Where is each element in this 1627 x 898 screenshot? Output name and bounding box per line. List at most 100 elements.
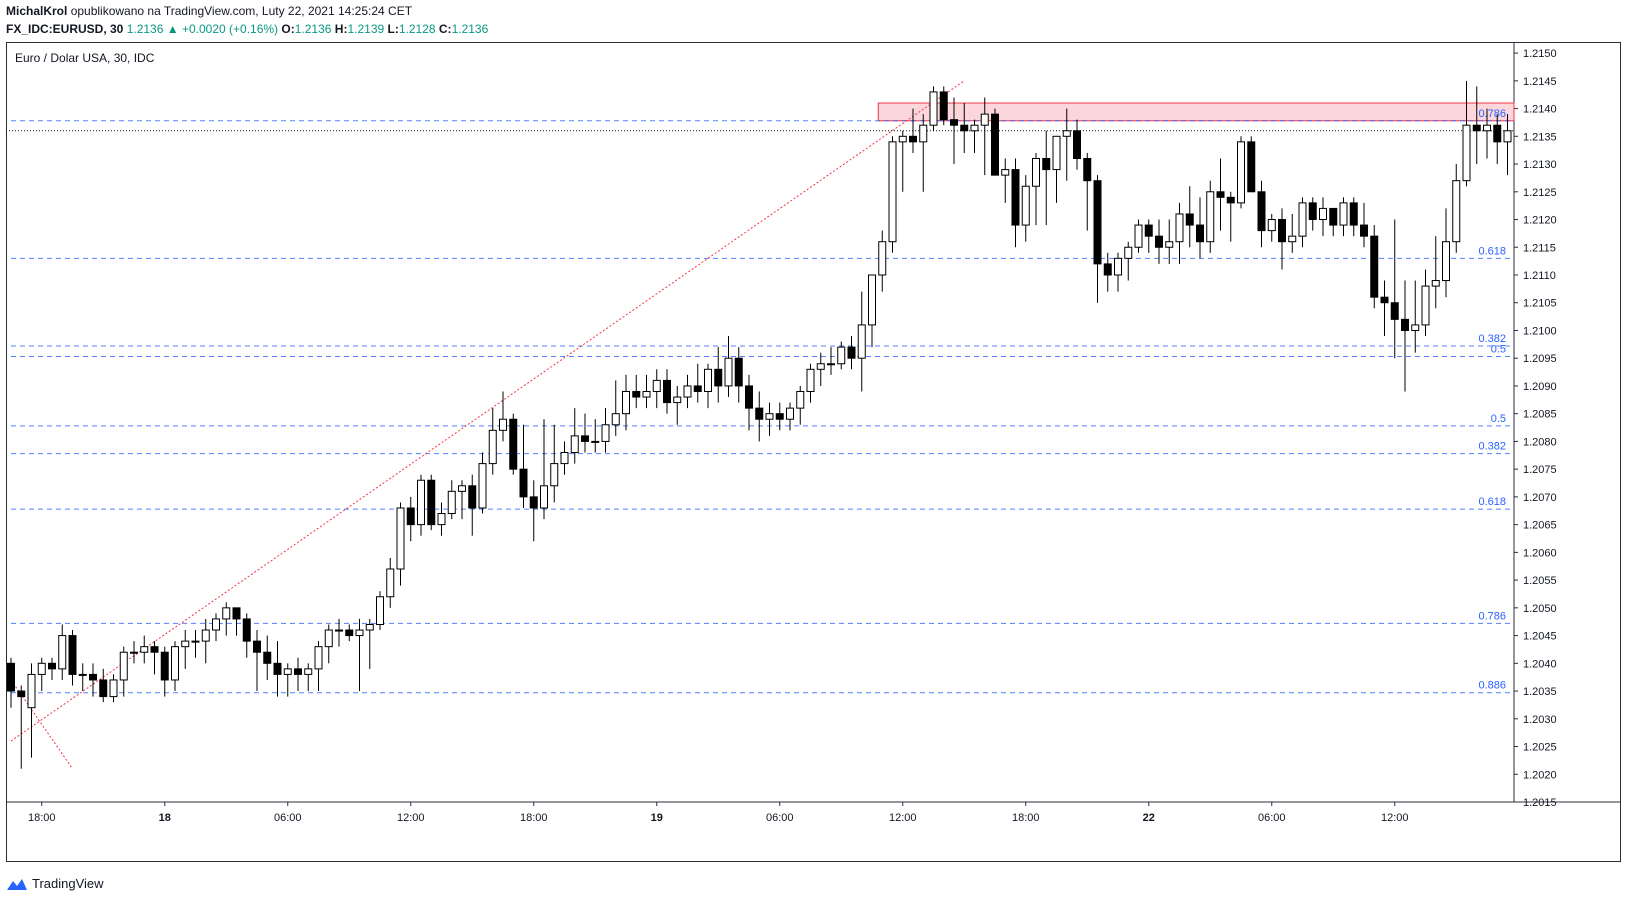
candle[interactable] — [529, 480, 538, 542]
candle[interactable] — [458, 480, 466, 520]
candle[interactable] — [591, 419, 600, 453]
candle[interactable] — [868, 274, 876, 348]
candle[interactable] — [775, 402, 784, 431]
candle[interactable] — [1257, 180, 1266, 248]
candle[interactable] — [499, 391, 507, 442]
candle[interactable] — [1114, 252, 1122, 292]
author-name[interactable]: MichalKrol — [6, 4, 68, 18]
candle[interactable] — [1001, 158, 1010, 203]
candle[interactable] — [150, 641, 159, 675]
candle[interactable] — [1093, 175, 1102, 303]
candle[interactable] — [1175, 202, 1184, 264]
candle[interactable] — [273, 641, 282, 697]
candle[interactable] — [283, 663, 292, 697]
candle[interactable] — [365, 618, 374, 669]
candle[interactable] — [376, 591, 384, 631]
candle[interactable] — [1442, 208, 1450, 298]
candle[interactable] — [857, 291, 866, 392]
candle[interactable] — [1411, 280, 1420, 353]
candle[interactable] — [263, 635, 272, 680]
candle[interactable] — [7, 657, 15, 708]
candle[interactable] — [1124, 241, 1133, 281]
candle[interactable] — [1237, 136, 1245, 209]
candle[interactable] — [201, 618, 210, 664]
candle[interactable] — [1042, 130, 1051, 226]
candle[interactable] — [447, 480, 456, 520]
candle[interactable] — [898, 130, 907, 192]
candle[interactable] — [335, 618, 343, 647]
candle[interactable] — [1155, 219, 1163, 264]
candle[interactable] — [468, 474, 477, 536]
candle[interactable] — [58, 624, 67, 680]
candle[interactable] — [212, 613, 220, 642]
candle[interactable] — [673, 385, 682, 425]
candle[interactable] — [130, 641, 138, 664]
candle[interactable] — [1032, 152, 1040, 226]
candle[interactable] — [304, 663, 313, 692]
candle[interactable] — [827, 347, 835, 375]
candle[interactable] — [1247, 136, 1256, 193]
candle[interactable] — [1380, 280, 1389, 337]
candle[interactable] — [1103, 252, 1112, 292]
brand-name[interactable]: TradingView — [32, 876, 104, 891]
candle[interactable] — [991, 108, 999, 176]
candle[interactable] — [1288, 213, 1297, 253]
candle[interactable] — [1298, 197, 1307, 248]
candle[interactable] — [355, 618, 364, 692]
candle[interactable] — [119, 646, 128, 697]
candle[interactable] — [786, 402, 794, 431]
candle[interactable] — [1073, 119, 1081, 170]
candle[interactable] — [242, 613, 251, 658]
candle[interactable] — [878, 230, 887, 292]
candle[interactable] — [1329, 207, 1338, 237]
candle[interactable] — [642, 374, 651, 409]
candle[interactable] — [294, 657, 302, 692]
candle[interactable] — [1370, 225, 1379, 309]
candle[interactable] — [1308, 197, 1317, 231]
candle[interactable] — [755, 391, 764, 442]
candlestick-chart[interactable]: Euro / Dolar USA, 30, IDC 1.2150 1.2145 1.2… — [6, 42, 1621, 862]
candle[interactable] — [806, 363, 815, 403]
candle[interactable] — [1349, 197, 1358, 237]
candle[interactable] — [1144, 219, 1153, 253]
candle[interactable] — [160, 646, 169, 697]
candle[interactable] — [345, 624, 354, 642]
candle[interactable] — [724, 336, 733, 398]
candle[interactable] — [980, 97, 989, 176]
candle[interactable] — [611, 380, 620, 436]
candle[interactable] — [888, 136, 897, 253]
candle[interactable] — [519, 424, 528, 508]
candle[interactable] — [478, 452, 487, 514]
candle[interactable] — [734, 347, 743, 403]
candle[interactable] — [1462, 80, 1471, 187]
candle[interactable] — [232, 607, 241, 636]
candle[interactable] — [663, 369, 671, 414]
candle[interactable] — [1267, 213, 1276, 242]
candle[interactable] — [560, 441, 569, 475]
candle[interactable] — [1226, 191, 1235, 242]
candle[interactable] — [540, 419, 548, 520]
candle[interactable] — [406, 496, 415, 542]
candle[interactable] — [550, 424, 559, 503]
candle[interactable] — [939, 86, 948, 126]
candle[interactable] — [396, 502, 405, 586]
candle[interactable] — [1431, 236, 1440, 309]
candle[interactable] — [765, 402, 774, 436]
candle[interactable] — [622, 374, 630, 431]
candle[interactable] — [745, 374, 753, 431]
candle[interactable] — [1011, 158, 1020, 248]
candle[interactable] — [960, 103, 969, 153]
candle[interactable] — [1134, 219, 1143, 253]
candle[interactable] — [417, 474, 425, 536]
candle[interactable] — [1401, 280, 1409, 392]
candle[interactable] — [1339, 197, 1348, 237]
candle[interactable] — [1062, 108, 1071, 181]
candle[interactable] — [1452, 164, 1461, 253]
candle[interactable] — [1021, 175, 1030, 242]
candle[interactable] — [488, 408, 497, 475]
candle[interactable] — [509, 413, 518, 475]
candle[interactable] — [437, 502, 446, 536]
candle[interactable] — [581, 413, 589, 453]
candle[interactable] — [570, 408, 579, 464]
candle[interactable] — [1196, 197, 1204, 259]
